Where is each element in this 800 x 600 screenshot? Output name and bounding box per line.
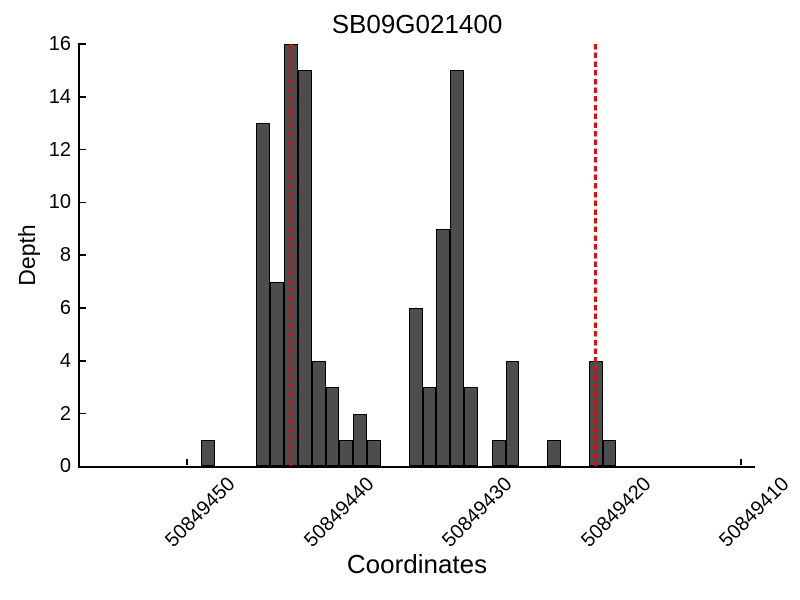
histogram-bar	[270, 281, 284, 467]
y-tick-mark	[80, 95, 86, 98]
y-tick-label: 6	[59, 296, 71, 319]
histogram-bar	[436, 228, 451, 467]
x-axis-spine	[78, 466, 755, 468]
histogram-bar	[602, 439, 617, 467]
y-tick-label: 4	[59, 349, 71, 372]
histogram-bar	[450, 70, 465, 467]
x-tick-mark	[740, 459, 742, 466]
marker-vline	[594, 44, 597, 467]
y-tick-mark	[80, 465, 86, 468]
x-tick-mark	[186, 459, 188, 466]
y-tick-mark	[80, 201, 86, 204]
y-tick-mark	[80, 359, 86, 362]
histogram-bar	[547, 439, 562, 467]
y-tick-label: 14	[48, 85, 71, 108]
y-axis-label: Depth	[14, 224, 40, 286]
x-tick-label: 50849450	[161, 473, 240, 552]
y-tick-mark	[80, 148, 86, 151]
y-tick-label: 12	[48, 138, 71, 161]
bars-layer	[79, 44, 755, 467]
y-tick-label: 8	[59, 244, 71, 267]
histogram-bar	[491, 439, 506, 467]
histogram-bar	[408, 307, 423, 467]
histogram-bar	[297, 70, 312, 467]
plot-area	[79, 43, 755, 468]
y-tick-label: 16	[48, 33, 71, 55]
marker-vline	[289, 44, 293, 467]
histogram-bar	[200, 439, 215, 467]
histogram-bar	[311, 360, 326, 467]
histogram-bar	[339, 439, 354, 467]
y-tick-label: 2	[59, 402, 71, 425]
y-tick-mark	[80, 254, 86, 256]
chart-title: SB09G021400	[331, 9, 503, 39]
histogram-bar	[422, 387, 437, 467]
histogram-bar	[464, 387, 478, 467]
y-axis-spine	[78, 43, 80, 468]
y-tick-label: 10	[48, 191, 71, 214]
y-tick-mark	[80, 43, 86, 45]
x-tick-label: 50849430	[438, 473, 517, 552]
x-tick-label: 50849440	[299, 473, 379, 552]
histogram-bar	[505, 360, 520, 467]
y-tick-label: 0	[59, 455, 71, 478]
vlines-layer	[79, 44, 755, 467]
y-tick-mark	[80, 307, 86, 309]
x-tick-label: 50849410	[715, 473, 794, 552]
histogram-bar	[256, 123, 271, 467]
x-axis-label: Coordinates	[346, 549, 488, 579]
histogram-bar	[325, 387, 340, 467]
x-tick-label: 50849420	[576, 473, 656, 552]
histogram-bar	[353, 413, 368, 467]
y-tick-mark	[80, 412, 86, 415]
histogram-bar	[367, 439, 381, 467]
